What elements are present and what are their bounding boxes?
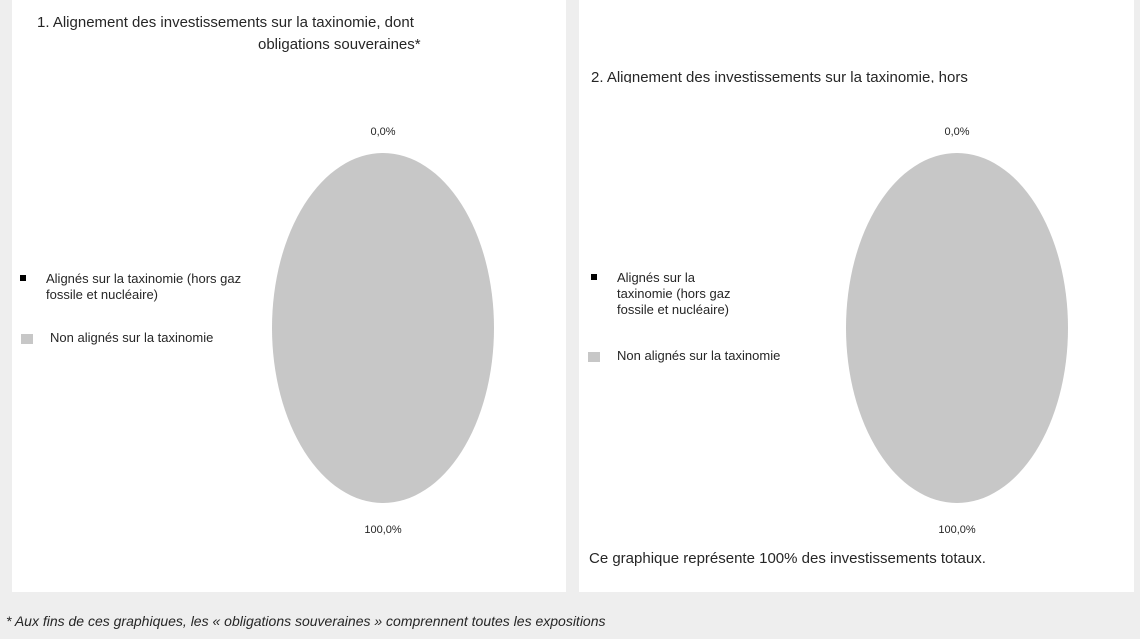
- chart-2-note: Ce graphique représente 100% des investi…: [589, 550, 986, 567]
- chart-2-data-label-non-aligned: 100,0%: [938, 524, 976, 536]
- chart-1-legend-label-non-aligned: Non alignés sur la taxinomie: [50, 330, 214, 345]
- chart-1-title-line-2: obligations souveraines*: [258, 36, 421, 53]
- chart-2-legend-item-non-aligned: Non alignés sur la taxinomie: [588, 348, 818, 364]
- chart-panel-2: 2. Alignement des investissements sur la…: [579, 0, 1134, 592]
- chart-1-legend-swatch-non-aligned: [21, 334, 33, 344]
- chart-1-legend-label-aligned: Alignés sur la taxinomie (hors gaz fossi…: [46, 271, 242, 302]
- chart-1-legend-item-non-aligned: Non alignés sur la taxinomie: [21, 330, 261, 346]
- chart-1-data-label-aligned: 0,0%: [370, 126, 395, 138]
- chart-1-legend-swatch-aligned: [20, 275, 26, 281]
- chart-panel-1: 1. Alignement des investissements sur la…: [12, 0, 566, 592]
- chart-1-legend-item-aligned: Alignés sur la taxinomie (hors gaz fossi…: [17, 271, 257, 303]
- footnote: * Aux fins de ces graphiques, les « obli…: [6, 613, 606, 629]
- chart-2-legend-label-aligned: Alignés sur la taxinomie (hors gaz fossi…: [617, 270, 731, 317]
- chart-2-title-clip: 2. Alignement des investissements sur la…: [591, 66, 1131, 83]
- chart-2-legend-item-aligned: Alignés sur la taxinomie (hors gaz fossi…: [588, 270, 738, 318]
- chart-1-slices: [272, 153, 494, 503]
- chart-1-slice-non-aligned: [272, 153, 494, 503]
- chart-2-legend-label-non-aligned: Non alignés sur la taxinomie: [617, 348, 781, 363]
- chart-2-data-label-aligned: 0,0%: [944, 126, 969, 138]
- chart-2-slices: [846, 153, 1068, 503]
- chart-2-title: 2. Alignement des investissements sur la…: [591, 69, 968, 83]
- chart-1-title-line-1: 1. Alignement des investissements sur la…: [37, 14, 414, 31]
- chart-2-legend-swatch-aligned: [591, 274, 597, 280]
- chart-2-slice-non-aligned: [846, 153, 1068, 503]
- chart-2-legend-swatch-non-aligned: [588, 352, 600, 362]
- chart-1-data-label-non-aligned: 100,0%: [364, 524, 402, 536]
